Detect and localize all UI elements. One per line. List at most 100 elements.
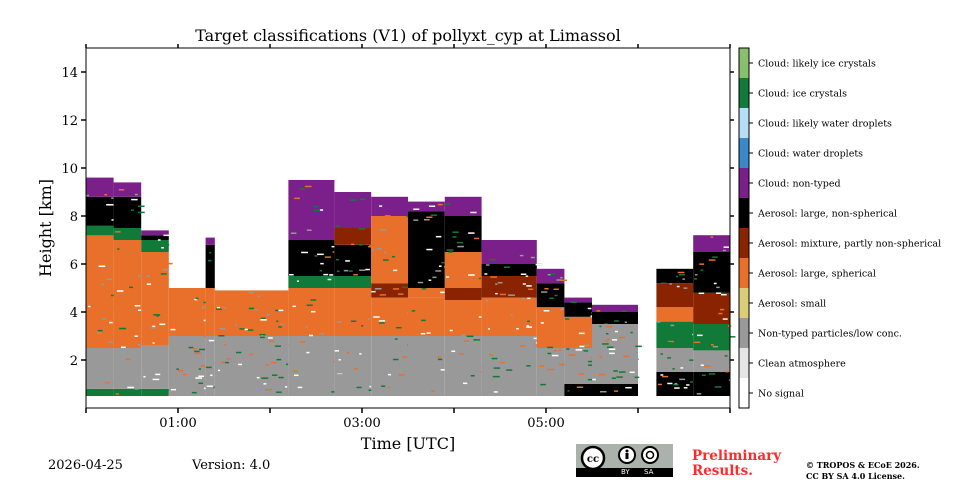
colorbar-label: Aerosol: small [757, 299, 826, 310]
colorbar-swatch [739, 228, 749, 258]
class-layer [141, 388, 169, 396]
class-speckle [470, 375, 475, 377]
class-layer [693, 372, 730, 396]
class-speckle [676, 285, 680, 288]
class-speckle [712, 256, 718, 258]
class-speckle [614, 330, 618, 333]
class-layer [86, 196, 114, 226]
class-speckle [533, 337, 539, 340]
class-speckle [413, 208, 420, 211]
class-speckle [402, 356, 408, 358]
class-speckle [252, 353, 257, 356]
class-speckle [728, 336, 736, 338]
class-speckle [439, 291, 445, 294]
class-speckle [137, 211, 145, 214]
colorbar-frame [738, 47, 750, 409]
class-speckle [667, 382, 673, 385]
class-speckle [560, 279, 568, 282]
class-layer [141, 252, 169, 346]
class-speckle [168, 379, 171, 382]
colorbar-label: Cloud: likely ice crystals [758, 59, 876, 70]
class-speckle [451, 305, 456, 307]
class-speckle [138, 275, 144, 278]
class-speckle [157, 239, 161, 241]
class-speckle [393, 269, 398, 272]
class-speckle [704, 365, 711, 368]
colorbar-swatch [739, 318, 749, 348]
class-speckle [289, 273, 294, 276]
class-layer [444, 252, 482, 288]
class-speckle [292, 305, 297, 308]
class-speckle [259, 333, 266, 336]
class-layer [564, 384, 592, 396]
class-speckle [486, 264, 490, 266]
class-speckle [371, 290, 376, 293]
class-speckle [522, 283, 526, 285]
class-speckle [576, 386, 584, 388]
class-speckle [419, 322, 425, 325]
class-speckle [426, 216, 433, 219]
class-speckle [246, 329, 254, 331]
class-speckle [306, 351, 310, 354]
class-speckle [167, 262, 173, 265]
class-layer [141, 240, 169, 252]
class-speckle [156, 315, 159, 317]
class-speckle [428, 205, 436, 208]
class-speckle [411, 310, 416, 312]
x-axis-label: Time [UTC] [361, 434, 455, 453]
class-speckle [359, 198, 366, 200]
class-speckle [263, 370, 267, 373]
class-speckle [686, 384, 690, 386]
class-speckle [561, 308, 568, 310]
class-speckle [395, 326, 402, 329]
preliminary-results-note: Preliminary Results. [692, 448, 782, 479]
class-speckle [246, 328, 252, 330]
class-speckle [95, 278, 99, 281]
class-speckle [452, 236, 457, 238]
class-speckle [519, 254, 524, 257]
colorbar-swatch [739, 108, 749, 138]
class-speckle [606, 346, 614, 349]
class-layer [86, 225, 114, 348]
class-speckle [319, 269, 322, 272]
class-speckle [451, 354, 458, 356]
class-speckle [102, 317, 107, 320]
class-speckle [680, 367, 684, 369]
class-speckle [317, 253, 324, 256]
class-speckle [402, 286, 409, 289]
class-speckle [86, 194, 90, 197]
class-speckle [611, 377, 617, 379]
class-speckle [497, 281, 503, 284]
class-speckle [552, 354, 559, 357]
class-speckle [700, 364, 704, 366]
class-layer [592, 324, 638, 348]
class-speckle [280, 324, 287, 327]
class-speckle [693, 341, 701, 344]
class-speckle [335, 225, 340, 227]
class-speckle [452, 231, 459, 233]
class-speckle [673, 383, 679, 386]
class-speckle [221, 328, 226, 330]
y-tick-label: 2 [70, 354, 78, 369]
class-speckle [558, 349, 562, 352]
class-speckle [170, 328, 176, 331]
class-speckle [397, 293, 404, 295]
class-speckle [304, 185, 312, 188]
class-speckle [583, 350, 589, 352]
class-speckle [432, 276, 437, 279]
class-speckle [346, 352, 350, 354]
class-layer [592, 304, 638, 312]
class-speckle [493, 353, 499, 355]
class-speckle [368, 389, 372, 391]
class-layer [564, 348, 592, 384]
class-speckle [153, 314, 161, 316]
class-layer [536, 268, 565, 284]
class-speckle [398, 374, 405, 376]
class-speckle [276, 391, 282, 393]
class-layer [564, 316, 592, 348]
colorbar-swatch [739, 78, 749, 108]
colorbar-legend: No signal Clean atmosphere Non-typed parti… [738, 47, 941, 409]
class-speckle [499, 293, 506, 296]
class-speckle [198, 375, 204, 378]
class-speckle [495, 283, 498, 285]
